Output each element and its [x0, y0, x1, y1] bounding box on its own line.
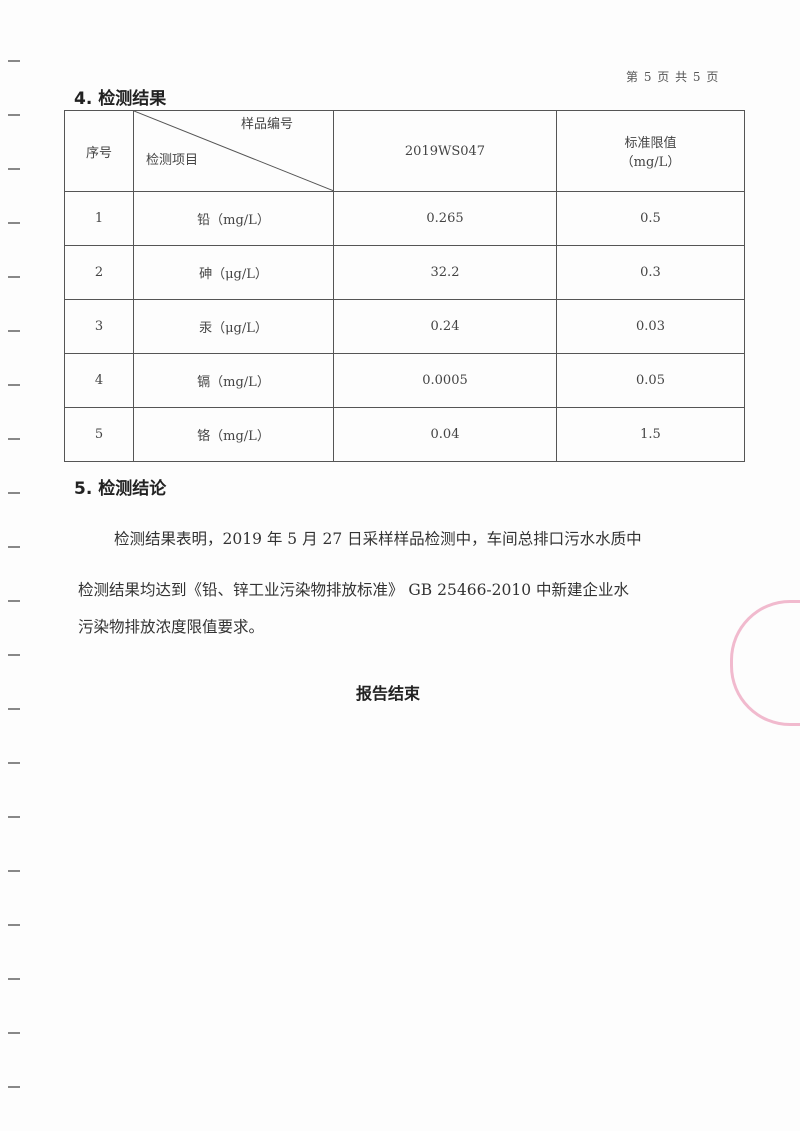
cell-value: 0.04: [333, 407, 557, 462]
cell-value: 0.0005: [333, 353, 557, 408]
punch-mark: [8, 816, 20, 818]
cell-item: 镉（mg/L）: [133, 353, 334, 408]
punch-mark: [8, 1086, 20, 1088]
cell-item: 砷（μg/L）: [133, 245, 334, 300]
header-sample-no: 样品编号: [240, 117, 293, 132]
table-row: 4 镉（mg/L） 0.0005 0.05: [64, 353, 745, 408]
cell-value: 32.2: [333, 245, 557, 300]
cell-value: 0.265: [333, 191, 557, 246]
punch-mark: [8, 114, 20, 116]
cell-seq: 2: [64, 245, 134, 300]
table-header-row: 序号 样品编号 检测项目 2019WS047 标准限值 （mg/L）: [64, 110, 745, 192]
header-limit-line1: 标准限值: [624, 136, 677, 151]
header-limit-line2: （mg/L）: [620, 155, 681, 170]
conclusion-line-3: 污染物排放浓度限值要求。: [78, 618, 265, 636]
table-row: 2 砷（μg/L） 32.2 0.3: [64, 245, 745, 300]
punch-mark: [8, 330, 20, 332]
cell-seq: 1: [64, 191, 134, 246]
table-row: 1 铅（mg/L） 0.265 0.5: [64, 191, 745, 246]
punch-mark: [8, 924, 20, 926]
punch-mark: [8, 276, 20, 278]
section-4-title: 4. 检测结果: [74, 89, 167, 109]
diagonal-line: [134, 111, 334, 191]
results-table: 序号 样品编号 检测项目 2019WS047 标准限值 （mg/L） 1 铅（mg/…: [64, 110, 745, 462]
punch-mark: [8, 600, 20, 602]
punch-mark: [8, 384, 20, 386]
punch-mark: [8, 978, 20, 980]
cell-item: 汞（μg/L）: [133, 299, 334, 354]
punch-mark: [8, 60, 20, 62]
punch-mark: [8, 762, 20, 764]
cell-limit: 1.5: [556, 407, 745, 462]
cell-limit: 0.05: [556, 353, 745, 408]
punch-mark: [8, 168, 20, 170]
table-row: 5 铬（mg/L） 0.04 1.5: [64, 407, 745, 462]
header-sample-id: 2019WS047: [333, 110, 557, 192]
conclusion-line-1: 检测结果表明，2019 年 5 月 27 日采样样品检测中，车间总排口污水水质中: [114, 530, 642, 548]
cell-limit: 0.03: [556, 299, 745, 354]
punch-mark: [8, 870, 20, 872]
table-row: 3 汞（μg/L） 0.24 0.03: [64, 299, 745, 354]
header-limit: 标准限值 （mg/L）: [556, 110, 745, 192]
section-5-title: 5. 检测结论: [74, 479, 167, 499]
cell-limit: 0.3: [556, 245, 745, 300]
header-seq: 序号: [64, 110, 134, 192]
cell-seq: 4: [64, 353, 134, 408]
conclusion-line-2: 检测结果均达到《铅、锌工业污染物排放标准》 GB 25466-2010 中新建企…: [78, 581, 630, 599]
header-item: 检测项目: [146, 153, 199, 168]
punch-mark: [8, 1032, 20, 1034]
punch-mark: [8, 654, 20, 656]
cell-seq: 3: [64, 299, 134, 354]
punch-mark: [8, 708, 20, 710]
punch-mark: [8, 438, 20, 440]
punch-mark: [8, 222, 20, 224]
cell-value: 0.24: [333, 299, 557, 354]
cell-item: 铬（mg/L）: [133, 407, 334, 462]
header-diagonal-cell: 样品编号 检测项目: [133, 110, 334, 192]
punch-mark: [8, 546, 20, 548]
cell-limit: 0.5: [556, 191, 745, 246]
report-end: 报告结束: [356, 684, 421, 703]
page-number: 第 5 页 共 5 页: [626, 70, 720, 84]
cell-item: 铅（mg/L）: [133, 191, 334, 246]
cell-seq: 5: [64, 407, 134, 462]
punch-mark: [8, 492, 20, 494]
